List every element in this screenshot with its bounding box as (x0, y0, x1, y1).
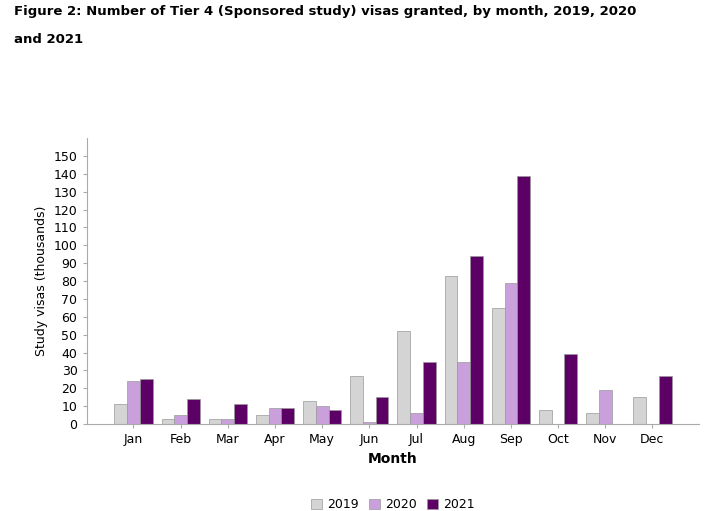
Bar (539, 410, 552, 424)
Bar (269, 408, 281, 424)
Bar (363, 422, 376, 424)
Bar (633, 398, 646, 424)
Bar (410, 413, 423, 424)
Bar (174, 415, 187, 424)
Bar (329, 410, 341, 424)
Bar (140, 379, 153, 424)
Bar (470, 256, 483, 424)
Text: Figure 2: Number of Tier 4 (Sponsored study) visas granted, by month, 2019, 2020: Figure 2: Number of Tier 4 (Sponsored st… (14, 5, 637, 18)
Bar (350, 376, 363, 424)
Bar (303, 401, 316, 424)
Bar (659, 376, 671, 424)
Bar (423, 362, 435, 424)
Bar (208, 419, 221, 424)
Y-axis label: Study visas (thousands): Study visas (thousands) (35, 206, 48, 356)
Bar (599, 390, 611, 424)
Bar (445, 275, 457, 424)
Bar (376, 398, 389, 424)
Bar (162, 419, 174, 424)
Bar (457, 362, 470, 424)
Bar (505, 283, 517, 424)
Bar (281, 408, 294, 424)
Bar (221, 419, 234, 424)
Bar (256, 415, 269, 424)
Bar (127, 381, 140, 424)
Bar (316, 406, 329, 424)
X-axis label: Month: Month (368, 452, 418, 466)
Bar (492, 308, 505, 424)
Bar (234, 405, 247, 424)
Bar (397, 331, 410, 424)
Legend: 2019, 2020, 2021: 2019, 2020, 2021 (306, 493, 479, 511)
Text: and 2021: and 2021 (14, 33, 84, 46)
Bar (115, 405, 127, 424)
Bar (586, 413, 599, 424)
Bar (187, 399, 200, 424)
Bar (565, 355, 578, 424)
Bar (517, 175, 530, 424)
